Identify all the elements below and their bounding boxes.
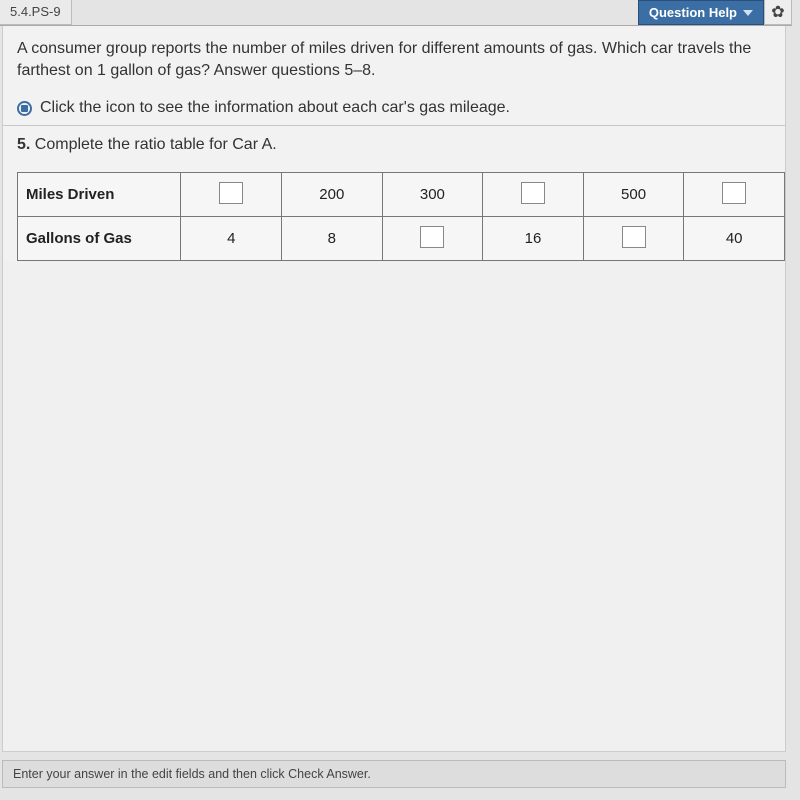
info-icon (17, 101, 32, 116)
blank-input[interactable] (722, 182, 746, 204)
content-panel: A consumer group reports the number of m… (2, 26, 786, 752)
question-5-number: 5. (17, 136, 30, 153)
cell-gallons-0: 4 (181, 217, 282, 261)
gear-icon: ✿ (771, 2, 784, 22)
question-help-button[interactable]: Question Help (638, 0, 764, 25)
info-link-row[interactable]: Click the icon to see the information ab… (3, 91, 785, 126)
question-help-label: Question Help (649, 5, 737, 20)
table-row: Gallons of Gas 4 8 16 40 (18, 217, 785, 261)
cell-miles-2: 300 (382, 173, 483, 217)
cell-gallons-4 (583, 217, 684, 261)
row-header-gallons: Gallons of Gas (18, 217, 181, 261)
table-row: Miles Driven 200 300 500 (18, 173, 785, 217)
ratio-table-car-a: Miles Driven 200 300 500 Gallons of Gas … (17, 172, 785, 261)
answer-hint-bar: Enter your answer in the edit fields and… (2, 760, 786, 788)
problem-intro-text: A consumer group reports the number of m… (3, 26, 785, 91)
cell-gallons-3: 16 (483, 217, 584, 261)
cell-miles-4: 500 (583, 173, 684, 217)
info-link-text: Click the icon to see the information ab… (40, 99, 510, 117)
settings-button[interactable]: ✿ (764, 0, 792, 25)
content-whitespace (3, 261, 785, 751)
blank-input[interactable] (521, 182, 545, 204)
question-5-text: Complete the ratio table for Car A. (35, 136, 277, 153)
cell-miles-5 (684, 173, 785, 217)
cell-miles-0 (181, 173, 282, 217)
cell-gallons-1: 8 (282, 217, 383, 261)
top-bar: 5.4.PS-9 Question Help ✿ (0, 0, 792, 26)
lesson-id-label: 5.4.PS-9 (0, 0, 72, 25)
blank-input[interactable] (219, 182, 243, 204)
blank-input[interactable] (420, 226, 444, 248)
topbar-spacer (72, 0, 638, 25)
cell-gallons-2 (382, 217, 483, 261)
answer-hint-text: Enter your answer in the edit fields and… (13, 767, 371, 781)
chevron-down-icon (743, 10, 753, 16)
app-window: 5.4.PS-9 Question Help ✿ A consumer grou… (0, 0, 800, 800)
cell-miles-1: 200 (282, 173, 383, 217)
question-5: 5. Complete the ratio table for Car A. (3, 126, 785, 168)
row-header-miles: Miles Driven (18, 173, 181, 217)
blank-input[interactable] (622, 226, 646, 248)
cell-miles-3 (483, 173, 584, 217)
cell-gallons-5: 40 (684, 217, 785, 261)
